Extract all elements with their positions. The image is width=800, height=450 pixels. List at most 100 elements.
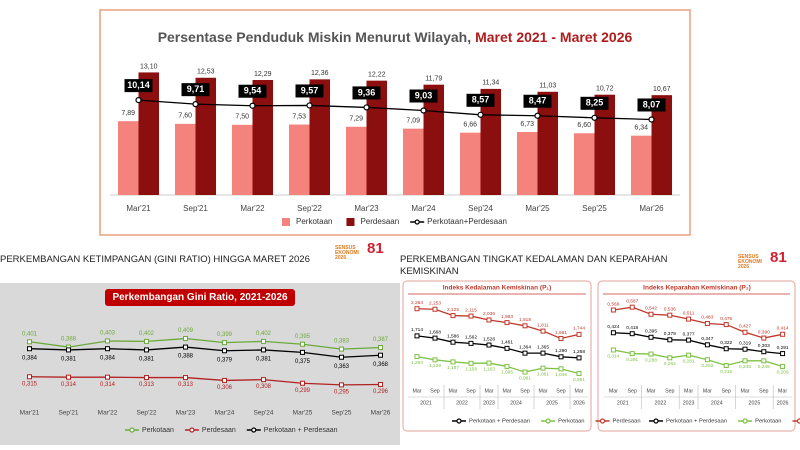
line (29, 337, 381, 350)
x-group-label: 2023 (483, 400, 495, 406)
legend-marker (129, 427, 135, 433)
value-label: 0,395 (645, 329, 657, 335)
line-marker (468, 313, 474, 319)
value-label: 0,384 (22, 355, 38, 361)
legend-marker (414, 219, 420, 225)
line-marker (144, 375, 149, 381)
value-label: 0,314 (607, 353, 619, 359)
value-label: 0,951 (573, 377, 585, 383)
line-marker (363, 104, 370, 111)
chart-title-part: Maret 2021 - Maret 2026 (475, 29, 632, 45)
logo-number: 81 (770, 249, 787, 266)
line-marker (648, 351, 654, 357)
value-label: 1,229 (429, 363, 441, 369)
bar (138, 72, 160, 195)
value-label: 0,314 (100, 382, 116, 388)
legend-label: Perkotaan+Perdesaan (427, 217, 507, 226)
x-tick-label: Mar'26 (639, 204, 664, 213)
x-tick-label: Mar'23 (354, 204, 379, 213)
line-marker (742, 346, 748, 352)
legend-marker (653, 418, 659, 424)
value-label: 0,401 (22, 331, 38, 337)
line-marker (576, 371, 582, 377)
line (416, 335, 580, 359)
line-marker (183, 336, 188, 342)
x-tick-label: Sep (759, 388, 768, 394)
value-label: 0,402 (139, 331, 155, 337)
line-marker (222, 377, 227, 383)
line (416, 355, 580, 375)
value-label: 0,390 (758, 329, 770, 335)
line-marker (629, 351, 635, 357)
value-label: 0,418 (626, 325, 638, 331)
bar (537, 91, 559, 195)
value-label: 0,281 (683, 358, 695, 364)
logo-text: SENSUS EKONOMI 2026 (335, 245, 359, 261)
line-marker (558, 335, 564, 341)
value-label: 1,661 (555, 330, 567, 336)
x-tick-label: Mar'21 (126, 204, 151, 213)
value-label: 8,25 (586, 98, 604, 108)
line-marker (558, 354, 564, 360)
x-tick-label: Sep'25 (331, 410, 351, 417)
value-label: 0,387 (373, 337, 389, 343)
value-label: 12,36 (311, 70, 329, 77)
line-marker (420, 107, 427, 114)
bar (594, 94, 616, 195)
line-marker (780, 351, 786, 357)
line-marker (534, 112, 541, 119)
line-marker (576, 331, 582, 337)
x-tick-label: Mar'24 (215, 410, 235, 417)
x-tick-label: Mar (448, 388, 457, 394)
chart-title-part: Persentase Penduduk Miskin Menurut Wilay… (158, 29, 471, 45)
line-marker (576, 355, 582, 361)
value-label: 7,89 (121, 110, 135, 117)
x-tick-label: Sep'24 (253, 410, 273, 417)
x-group-label: 2021 (617, 400, 629, 406)
line-marker (522, 323, 528, 329)
line-marker (105, 374, 110, 380)
value-label-box (238, 84, 267, 98)
value-label: 7,29 (349, 116, 363, 123)
line-marker (261, 377, 266, 383)
value-label: 0,402 (256, 331, 272, 337)
gini-heading: PERKEMBANGAN KETIMPANGAN (GINI RATIO) HI… (0, 254, 310, 265)
line-marker (27, 339, 32, 345)
line-marker (504, 345, 510, 351)
x-tick-label: Mar (703, 388, 712, 394)
value-label: 0,306 (217, 385, 233, 391)
x-group-label: 2021 (420, 400, 432, 406)
line-marker (222, 340, 227, 346)
legend-swatch (346, 218, 355, 226)
line-marker (378, 352, 383, 358)
x-group-label: 2022 (655, 400, 667, 406)
value-label: 1,811 (537, 322, 549, 328)
line-marker (468, 360, 474, 366)
line-marker (780, 363, 786, 369)
value-label: 0,296 (373, 389, 389, 395)
value-label: 0,319 (739, 340, 751, 346)
bar (231, 124, 253, 195)
bar (117, 121, 139, 195)
value-label: 9,57 (301, 85, 319, 95)
line-marker (27, 374, 32, 380)
value-label: 6,34 (634, 125, 648, 132)
value-label: 8,57 (472, 95, 490, 105)
value-label: 0,303 (758, 343, 770, 349)
x-group-label: 2024 (510, 400, 522, 406)
line-marker (183, 375, 188, 381)
line-marker (144, 347, 149, 353)
line-marker (761, 349, 767, 355)
x-tick-label: Sep (430, 388, 439, 394)
value-label: 6,66 (463, 122, 477, 129)
line-marker (339, 354, 344, 360)
value-label: 11,03 (539, 83, 556, 90)
value-label: 0,368 (373, 362, 389, 368)
x-group-label: 2022 (456, 400, 468, 406)
value-label: 8,07 (643, 99, 661, 109)
value-label: 1,364 (519, 344, 531, 350)
value-label: 0,288 (645, 357, 657, 363)
line-marker (686, 352, 692, 358)
value-label: 0,299 (295, 388, 311, 394)
bar (252, 80, 274, 195)
